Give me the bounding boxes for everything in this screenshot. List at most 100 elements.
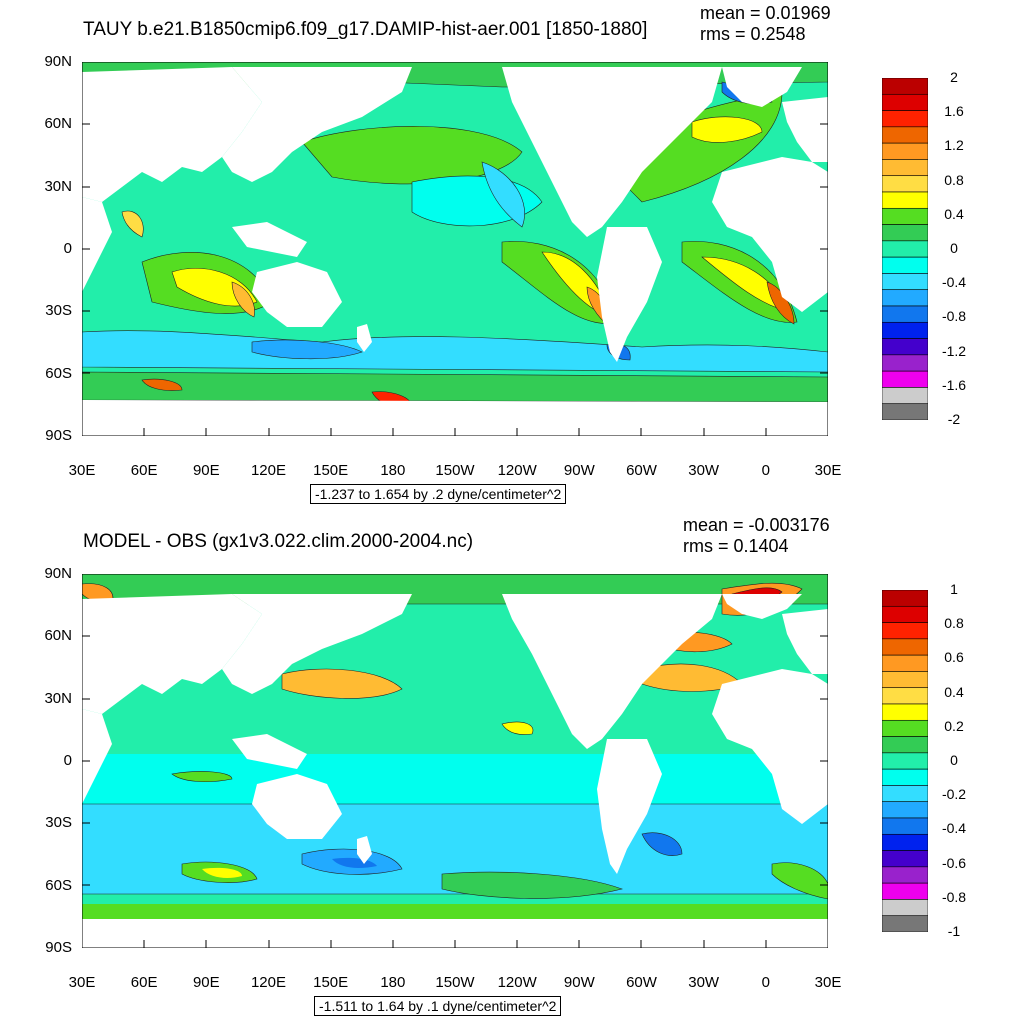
lon-tick-label: 180 xyxy=(380,462,406,479)
colorbar-swatch xyxy=(882,305,928,323)
lon-tick-label: 120E xyxy=(250,462,287,479)
colorbar-tick-label: 0.2 xyxy=(944,717,964,734)
colorbar-swatch xyxy=(882,801,928,819)
colorbar-swatch xyxy=(882,817,928,835)
rms-label: rms = 0.2548 xyxy=(700,24,806,44)
lat-tick-label: 90N xyxy=(44,53,72,70)
colorbar-swatch xyxy=(882,719,928,737)
top-panel: TAUY b.e21.B1850cmip6.f09_g17.DAMIP-hist… xyxy=(44,3,967,504)
colorbar-swatch xyxy=(882,256,928,274)
colorbar-swatch xyxy=(882,370,928,388)
colorbar-swatch xyxy=(882,638,928,656)
colorbar-swatch xyxy=(882,403,928,420)
colorbar xyxy=(882,590,928,932)
colorbar-swatch xyxy=(882,273,928,291)
rms-label: rms = 0.1404 xyxy=(683,536,789,556)
lat-tick-label: 0 xyxy=(63,752,72,769)
colorbar-swatch xyxy=(882,240,928,258)
lon-tick-label: 150W xyxy=(435,974,475,991)
colorbar-tick-label: 0.6 xyxy=(944,649,964,666)
lat-tick-label: 60S xyxy=(45,364,72,382)
colorbar-swatch xyxy=(882,387,928,405)
colorbar-tick-label: 0 xyxy=(950,240,958,256)
lon-tick-label: 30E xyxy=(814,462,842,479)
lat-tick-label: 90S xyxy=(45,427,72,444)
lon-tick-label: 150E xyxy=(313,462,349,479)
colorbar-tick-label: -0.8 xyxy=(941,888,967,905)
colorbar-swatch xyxy=(882,126,928,144)
colorbar-swatch xyxy=(882,191,928,209)
colorbar-tick-label: -0.2 xyxy=(941,786,967,803)
lon-tick-label: 90E xyxy=(192,974,220,991)
lon-tick-label: 120E xyxy=(250,974,287,991)
colorbar-swatch xyxy=(882,224,928,242)
colorbar-swatch xyxy=(882,850,928,868)
colorbar-swatch xyxy=(882,590,928,607)
colorbar-tick-label: 0.8 xyxy=(944,171,964,188)
colorbar-swatch xyxy=(882,338,928,356)
colorbar-swatch xyxy=(882,354,928,372)
colorbar-swatch xyxy=(882,622,928,640)
colorbar-tick-label: 0.8 xyxy=(944,615,964,632)
land-mask xyxy=(82,594,828,948)
lat-tick-label: 30S xyxy=(45,302,72,320)
lon-tick-label: 90W xyxy=(563,462,595,479)
colorbar-swatch xyxy=(882,654,928,672)
colorbar-swatch xyxy=(882,78,928,95)
lon-tick-label: 30E xyxy=(68,462,96,479)
lon-tick-label: 0 xyxy=(761,974,770,991)
lat-tick-label: 60N xyxy=(44,115,72,133)
colorbar-tick-label: -0.6 xyxy=(941,854,967,871)
colorbar-swatch xyxy=(882,736,928,754)
colorbar-swatch xyxy=(882,687,928,705)
lon-tick-label: 30W xyxy=(688,974,720,991)
colorbar-swatch xyxy=(882,785,928,803)
lon-tick-label: 120W xyxy=(497,462,537,479)
colorbar-tick-label: 1 xyxy=(950,581,958,597)
lon-tick-label: 0 xyxy=(761,462,770,479)
colorbar-tick-label: -1 xyxy=(947,923,961,939)
colorbar-tick-label: -0.4 xyxy=(941,274,967,291)
colorbar-tick-label: 0.4 xyxy=(944,205,964,222)
plot-title: TAUY b.e21.B1850cmip6.f09_g17.DAMIP-hist… xyxy=(83,19,648,40)
lon-tick-label: 60E xyxy=(130,974,158,991)
colorbar-tick-label: 0.4 xyxy=(944,683,964,700)
lon-tick-label: 150W xyxy=(435,462,475,479)
colorbar-swatch xyxy=(882,866,928,884)
colorbar-swatch xyxy=(882,159,928,177)
map-plot xyxy=(82,62,828,436)
lat-tick-label: 90S xyxy=(45,939,72,956)
land-mask xyxy=(82,67,828,436)
lat-tick-label: 90N xyxy=(44,565,72,582)
colorbar-tick-label: 2 xyxy=(950,69,958,85)
colorbar-swatch xyxy=(882,175,928,193)
colorbar-tick-label: 0 xyxy=(950,752,958,768)
colorbar xyxy=(882,78,928,420)
mean-label: mean = -0.003176 xyxy=(683,515,830,535)
colorbar-swatch xyxy=(882,899,928,917)
lon-tick-label: 60E xyxy=(130,462,158,479)
colorbar-tick-label: -1.6 xyxy=(941,376,967,393)
plot-title: MODEL - OBS (gx1v3.022.clim.2000-2004.nc… xyxy=(83,531,474,552)
colorbar-swatch xyxy=(882,110,928,128)
colorbar-swatch xyxy=(882,142,928,160)
lon-tick-label: 60W xyxy=(626,974,657,991)
lat-tick-label: 60N xyxy=(44,627,72,645)
colorbar-swatch xyxy=(882,605,928,623)
colorbar-swatch xyxy=(882,703,928,721)
lat-tick-label: 30N xyxy=(44,177,72,195)
contour-info-box: -1.237 to 1.654 by .2 dyne/centimeter^2 xyxy=(310,484,567,504)
map-ticks xyxy=(82,635,828,948)
contour-info-box: -1.511 to 1.64 by .1 dyne/centimeter^2 xyxy=(314,996,562,1016)
lat-tick-label: 60S xyxy=(45,876,72,894)
lat-tick-label: 30S xyxy=(45,814,72,832)
mean-label: mean = 0.01969 xyxy=(700,3,831,23)
lon-tick-label: 30E xyxy=(68,974,96,991)
colorbar-swatch xyxy=(882,207,928,225)
lat-tick-label: 30N xyxy=(44,689,72,707)
colorbar-swatch xyxy=(882,915,928,932)
colorbar-swatch xyxy=(882,671,928,689)
colorbar-tick-label: -1.2 xyxy=(941,342,967,359)
colorbar-tick-label: 1.2 xyxy=(944,137,964,154)
colorbar-swatch xyxy=(882,833,928,851)
